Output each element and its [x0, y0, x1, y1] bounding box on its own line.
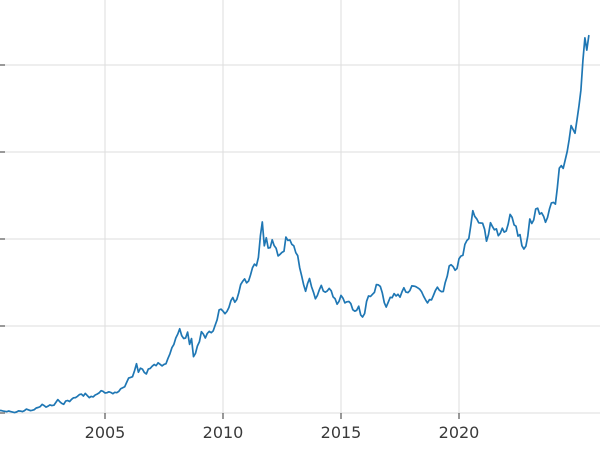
price-series-line [0, 34, 590, 414]
x-tick-label: 2010 [203, 423, 244, 442]
x-tick-label: 2020 [439, 423, 480, 442]
x-axis-tick-labels: 2005 2010 2015 2020 [85, 423, 480, 442]
x-tick-label: 2005 [85, 423, 126, 442]
axis-tick-marks [0, 64, 460, 419]
x-tick-label: 2015 [321, 423, 362, 442]
vertical-gridlines [104, 0, 460, 413]
horizontal-gridlines [0, 64, 600, 414]
